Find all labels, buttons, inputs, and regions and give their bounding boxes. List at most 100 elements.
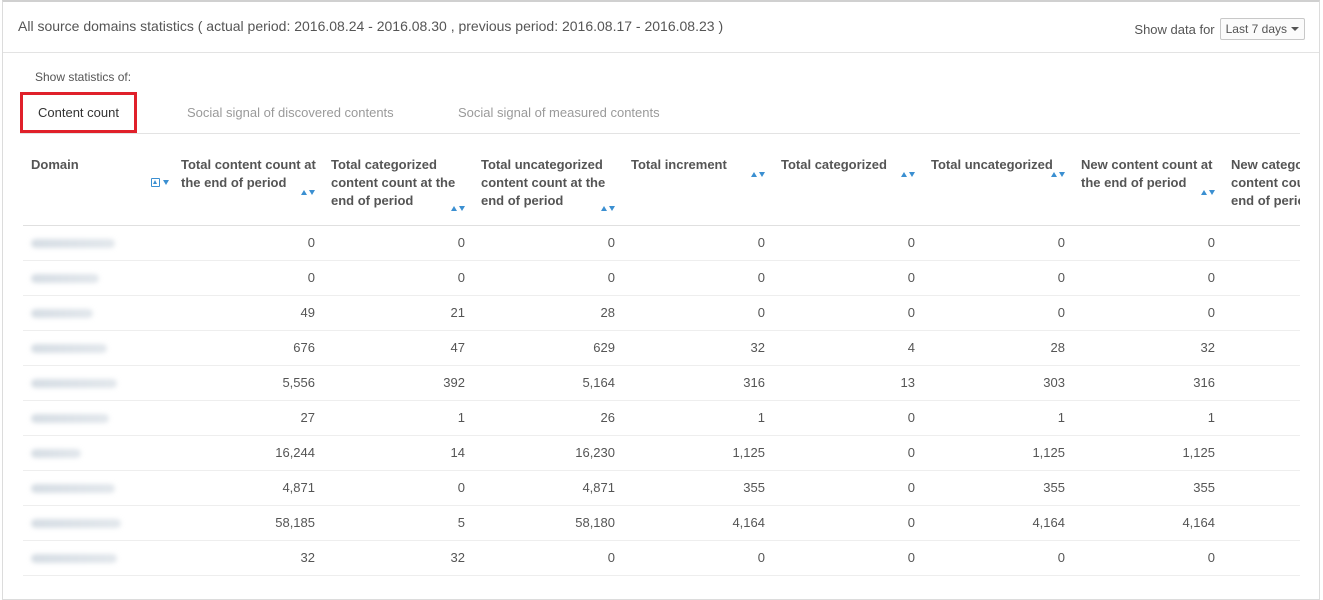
table-cell: 0 xyxy=(923,260,1073,296)
table-cell: 355 xyxy=(923,470,1073,506)
sort-down-icon xyxy=(609,205,615,211)
column-header-label: Total content count at the end of period xyxy=(181,157,316,190)
column-header-label: Total uncategorized xyxy=(931,157,1053,172)
sort-control[interactable] xyxy=(1201,189,1215,195)
table-cell: 5 xyxy=(323,505,473,541)
table-cell: 13 xyxy=(773,365,923,401)
sort-down-icon xyxy=(309,189,315,195)
panel-header: All source domains statistics ( actual p… xyxy=(3,2,1319,53)
column-header-domain[interactable]: Domain xyxy=(23,144,173,226)
table-row[interactable]: 676 47 629 32 4 28 32 xyxy=(23,330,1300,366)
column-header-total-categorized[interactable]: Total categorized xyxy=(773,144,923,226)
table-cell: 0 xyxy=(323,470,473,506)
sort-down-icon xyxy=(163,180,169,185)
tab-content-count[interactable]: Content count xyxy=(20,92,137,133)
table-row[interactable]: 4,871 0 4,871 355 0 355 355 xyxy=(23,470,1300,506)
domain-cell xyxy=(23,365,173,401)
domain-cell xyxy=(23,470,173,506)
period-select[interactable]: Last 7 days xyxy=(1219,18,1305,40)
column-header-new-categorized-count[interactable]: New categorized content count at the end… xyxy=(1223,144,1300,226)
redacted-domain xyxy=(31,274,99,284)
table-cell xyxy=(1223,540,1300,576)
sort-up-icon xyxy=(751,171,757,177)
redacted-domain xyxy=(31,309,93,319)
table-cell: 0 xyxy=(773,470,923,506)
column-header-total-uncategorized[interactable]: Total uncategorized xyxy=(923,144,1073,226)
domain-cell xyxy=(23,260,173,296)
table-cell: 0 xyxy=(473,225,623,261)
table-cell: 303 xyxy=(923,365,1073,401)
redacted-domain xyxy=(31,519,121,529)
column-header-total-categorized-count[interactable]: Total categorized content count at the e… xyxy=(323,144,473,226)
sort-up-icon xyxy=(901,171,907,177)
table-cell: 0 xyxy=(773,260,923,296)
column-header-label: New categorized content count at the end… xyxy=(1231,157,1300,208)
show-data-label: Show data for xyxy=(1134,21,1215,37)
table-cell: 0 xyxy=(323,225,473,261)
table-row[interactable]: 32 32 0 0 0 0 0 xyxy=(23,540,1300,576)
table-cell: 58,185 xyxy=(173,505,323,541)
column-header-label: Total uncategorized content count at the… xyxy=(481,157,606,208)
table-row[interactable]: 5,556 392 5,164 316 13 303 316 xyxy=(23,365,1300,401)
table-cell: 0 xyxy=(623,295,773,331)
sort-control[interactable] xyxy=(1051,171,1065,177)
redacted-domain xyxy=(31,449,81,459)
statistics-table-wrap: Domain Total content count at the end of… xyxy=(23,144,1300,594)
table-cell: 28 xyxy=(473,295,623,331)
table-cell: 47 xyxy=(323,330,473,366)
table-cell xyxy=(1223,330,1300,366)
table-row[interactable]: 16,244 14 16,230 1,125 0 1,125 1,125 xyxy=(23,435,1300,471)
table-cell: 0 xyxy=(173,260,323,296)
table-cell xyxy=(1223,400,1300,436)
table-cell xyxy=(1223,435,1300,471)
sort-control[interactable] xyxy=(751,171,765,177)
table-cell: 0 xyxy=(773,540,923,576)
table-cell: 392 xyxy=(323,365,473,401)
sort-control[interactable] xyxy=(151,178,169,187)
tab-social-signal-measured[interactable]: Social signal of measured contents xyxy=(458,105,660,120)
sort-up-icon xyxy=(1051,171,1057,177)
table-cell: 14 xyxy=(323,435,473,471)
domain-cell xyxy=(23,540,173,576)
sort-control[interactable] xyxy=(601,205,615,211)
table-cell: 21 xyxy=(323,295,473,331)
sort-control[interactable] xyxy=(301,189,315,195)
stats-label: Show statistics of: xyxy=(35,70,132,84)
table-cell: 32 xyxy=(1073,330,1223,366)
sort-control[interactable] xyxy=(451,205,465,211)
table-cell: 5,164 xyxy=(473,365,623,401)
table-cell: 0 xyxy=(623,260,773,296)
table-cell: 4,164 xyxy=(623,505,773,541)
table-cell: 1 xyxy=(323,400,473,436)
table-cell: 0 xyxy=(923,295,1073,331)
column-header-label: New content count at the end of period xyxy=(1081,157,1213,190)
sort-control[interactable] xyxy=(901,171,915,177)
table-cell: 355 xyxy=(623,470,773,506)
column-header-total-uncategorized-count[interactable]: Total uncategorized content count at the… xyxy=(473,144,623,226)
table-cell xyxy=(1223,225,1300,261)
table-cell: 27 xyxy=(173,400,323,436)
domain-cell xyxy=(23,225,173,261)
column-header-new-content-count[interactable]: New content count at the end of period xyxy=(1073,144,1223,226)
column-header-total-content-count[interactable]: Total content count at the end of period xyxy=(173,144,323,226)
table-cell: 4,164 xyxy=(1073,505,1223,541)
table-cell: 28 xyxy=(923,330,1073,366)
tab-social-signal-discovered[interactable]: Social signal of discovered contents xyxy=(187,105,394,120)
domain-cell xyxy=(23,330,173,366)
table-cell: 316 xyxy=(623,365,773,401)
table-cell: 16,244 xyxy=(173,435,323,471)
table-cell: 676 xyxy=(173,330,323,366)
column-header-total-increment[interactable]: Total increment xyxy=(623,144,773,226)
table-cell xyxy=(1223,295,1300,331)
table-cell: 0 xyxy=(773,435,923,471)
table-cell: 0 xyxy=(773,505,923,541)
redacted-domain xyxy=(31,554,117,564)
table-cell: 0 xyxy=(773,400,923,436)
table-row[interactable]: 27 1 26 1 0 1 1 xyxy=(23,400,1300,436)
table-row[interactable]: 58,185 5 58,180 4,164 0 4,164 4,164 xyxy=(23,505,1300,541)
table-row[interactable]: 49 21 28 0 0 0 0 xyxy=(23,295,1300,331)
chevron-down-icon xyxy=(1291,27,1299,31)
table-cell: 0 xyxy=(1073,540,1223,576)
